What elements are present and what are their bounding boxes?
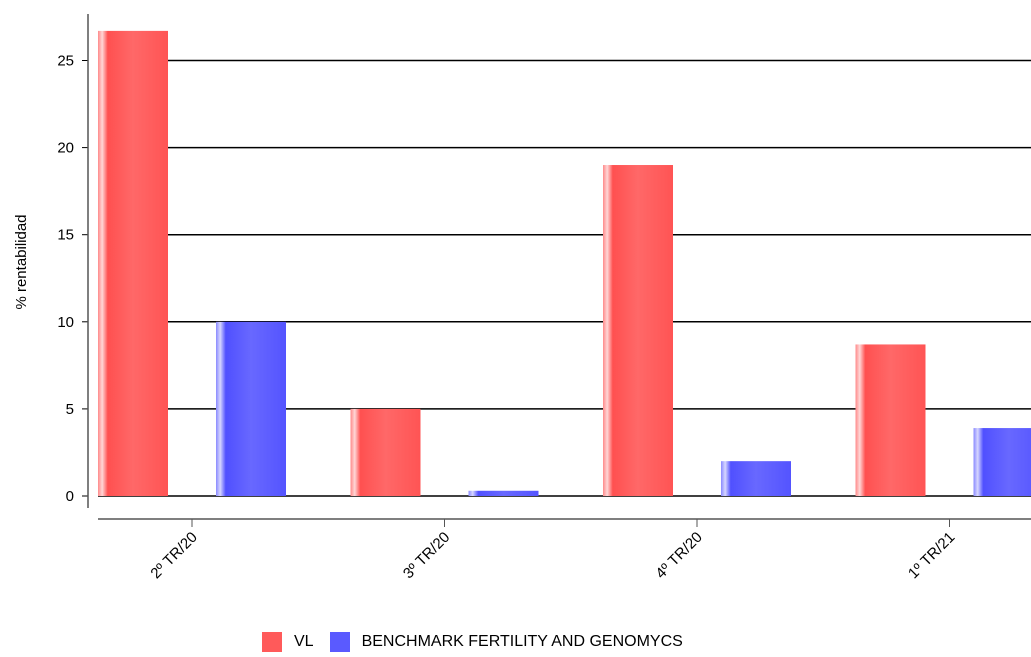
bar-benchmark-0 — [216, 321, 286, 496]
legend-item-vl: VL — [262, 632, 314, 652]
y-tick-label-10: 10 — [57, 314, 74, 331]
y-tick-label-5: 5 — [66, 401, 74, 418]
x-tick-label-2: 4º TR/20 — [652, 529, 705, 582]
bar-vl-2 — [603, 165, 673, 496]
legend: VL BENCHMARK FERTILITY AND GENOMYCS — [262, 632, 699, 652]
legend-label-benchmark: BENCHMARK FERTILITY AND GENOMYCS — [361, 633, 683, 650]
bar-benchmark-3 — [973, 428, 1031, 496]
bar-vl-0 — [98, 30, 168, 497]
bars — [98, 30, 1031, 497]
tick-labels: 0 5 10 15 20 25 2º TR/20 3º TR/20 4º TR/20 1º TR/… — [57, 53, 958, 583]
legend-label-vl: VL — [294, 633, 314, 650]
x-tick-label-0: 2º TR/20 — [147, 529, 200, 582]
legend-item-benchmark: BENCHMARK FERTILITY AND GENOMYCS — [329, 632, 683, 652]
y-axis-label: % rentabilidad — [13, 214, 30, 309]
y-tick-label-20: 20 — [57, 140, 74, 157]
y-tick-label-15: 15 — [57, 227, 74, 244]
legend-swatch-vl — [262, 632, 282, 652]
legend-swatch-benchmark — [329, 632, 350, 652]
y-tick-label-0: 0 — [66, 488, 74, 505]
bar-benchmark-2 — [721, 461, 791, 496]
x-tick-label-3: 1º TR/21 — [905, 529, 958, 582]
bar-vl-1 — [350, 408, 421, 496]
y-tick-label-25: 25 — [57, 53, 74, 70]
bar-vl-3 — [855, 344, 926, 496]
bar-benchmark-1 — [468, 490, 539, 496]
axes — [82, 14, 1031, 527]
x-tick-label-1: 3º TR/20 — [400, 529, 453, 582]
